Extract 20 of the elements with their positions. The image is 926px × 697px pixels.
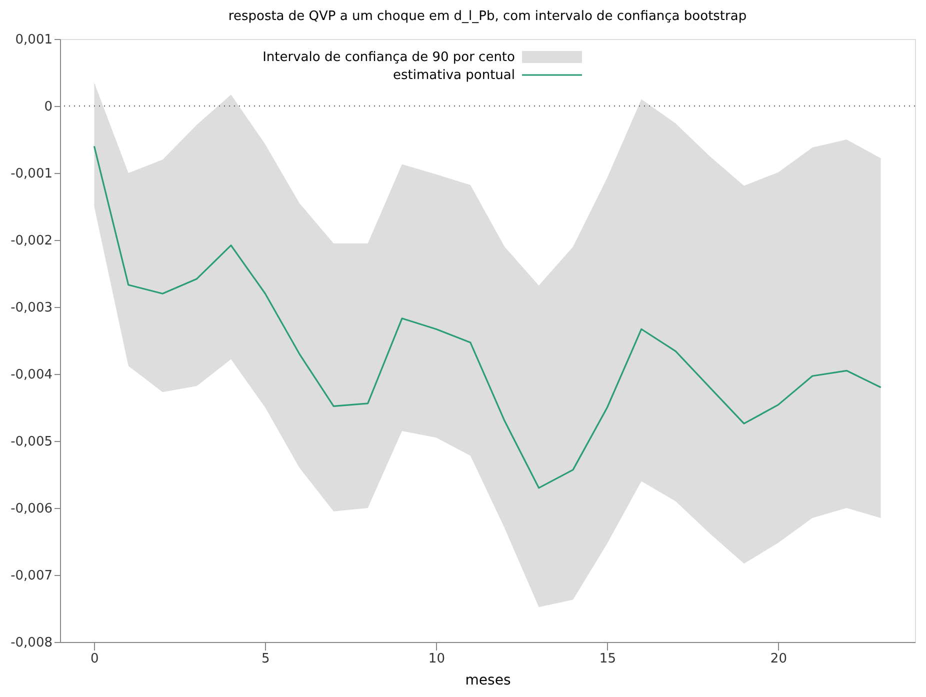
chart-title: resposta de QVP a um choque em d_l_Pb, com intervalo de confiança bootstrap [228,9,747,24]
line-series [93,145,882,489]
x-tick-label: 20 [770,652,787,666]
x-axis-title: meses [465,672,511,688]
y-tick-label: -0,006 [10,502,52,516]
x-tick-label: 10 [428,652,445,666]
y-tick-label: -0,002 [10,234,52,248]
x-tick-label: 15 [599,652,616,666]
legend-label: estimativa pontual [393,68,515,83]
y-tick-label: -0,007 [10,568,52,584]
x-tick-label: 5 [262,652,270,666]
y-tick-label: 0,001 [15,32,52,48]
y-tick-label: -0,008 [10,636,52,650]
y-tick-label: -0,001 [10,166,52,182]
annotation: Intervalo de confiança de 90 por cento [262,50,516,65]
x-tick-label: 0 [90,652,99,666]
y-tick-label: 0 [44,100,52,114]
y-tick-label: -0,004 [10,368,52,382]
y-tick-label: -0,005 [10,434,52,450]
y-tick-label: -0,003 [10,300,52,316]
